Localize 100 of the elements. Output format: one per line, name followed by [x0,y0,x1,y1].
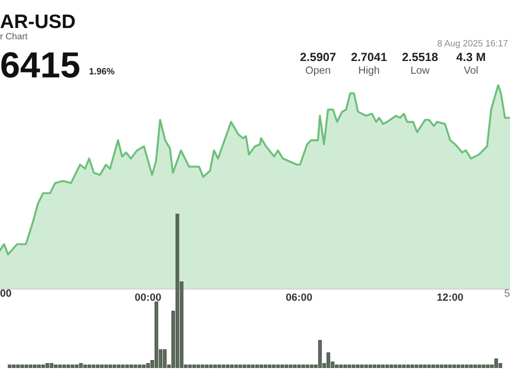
bar [360,364,364,368]
bar [12,364,16,368]
bar [398,364,402,368]
bar [482,364,486,368]
bar [448,364,452,368]
bar [154,302,158,368]
bar [196,364,200,368]
text: 2.7041 [351,52,387,62]
bar [259,364,264,368]
bar [218,364,222,368]
bar [125,364,129,368]
bar [264,364,268,368]
bar [284,364,288,368]
bar [348,364,352,368]
bar [41,364,45,368]
bar [381,364,385,368]
bar [390,364,394,368]
bar [142,364,146,368]
bar [222,364,226,368]
bar [414,364,418,368]
bar [268,364,272,368]
bar [410,364,414,368]
bar [58,364,62,368]
text: Low [411,66,430,74]
bar [318,340,322,368]
text: 2.5518 [402,52,438,62]
bar [406,364,410,368]
bar [104,364,108,368]
bar [436,364,440,368]
bar [255,364,259,368]
bar [20,364,24,368]
bar [238,364,242,368]
bar [418,364,422,368]
bar [129,364,134,368]
bar [376,364,381,368]
bar [334,364,339,368]
x-tick-label: 00:00 [135,293,161,301]
bar [364,364,368,368]
bar [394,364,398,368]
bar [276,364,280,368]
text: 6415 [1,52,80,78]
bar [24,364,28,368]
x-tick-label: 12:00 [437,293,463,301]
bar [272,364,276,368]
bar [352,364,356,368]
bar [293,364,297,368]
bar [121,364,125,368]
bar [234,364,238,368]
bar [146,363,150,368]
text: 4.3 M [456,52,485,62]
bar [385,364,389,368]
bar [163,349,167,368]
bar [88,364,92,368]
bar [423,364,427,368]
bar [440,364,444,368]
bar [310,364,314,368]
bar [280,364,284,368]
bar [343,364,347,368]
bar [326,352,330,368]
bar [427,364,431,368]
bar [372,364,376,368]
bar [96,364,100,368]
text: High [359,66,380,76]
bar [116,364,120,368]
bar [301,364,306,368]
bar [83,364,87,368]
bar [100,364,104,368]
bar [226,364,230,368]
bar [108,364,112,368]
bar [469,364,473,368]
bar [200,364,204,368]
bar [176,214,180,368]
bar [288,364,292,368]
bar [134,364,138,368]
bar [473,364,477,368]
annotation: 00 [0,289,12,297]
bar [50,363,54,368]
annotation: 5 [504,290,510,297]
bar [62,364,66,368]
bar [16,364,20,368]
bar [356,364,360,368]
x-tick-label: 06:00 [286,293,312,301]
text: 1.96% [90,68,114,74]
bar [138,364,142,368]
bar [402,364,406,368]
bar [70,364,74,368]
chart-subtitle: r Chart [0,32,28,40]
bar [251,364,255,368]
bar [242,364,246,368]
bar [92,364,96,368]
bar [465,364,469,368]
bar [452,364,456,368]
bar [28,364,32,368]
bar [112,364,116,368]
text: Vol [464,66,478,74]
bar [297,364,301,368]
bar [46,363,50,368]
bar [456,364,460,368]
bar [8,364,12,368]
bar [74,364,79,368]
